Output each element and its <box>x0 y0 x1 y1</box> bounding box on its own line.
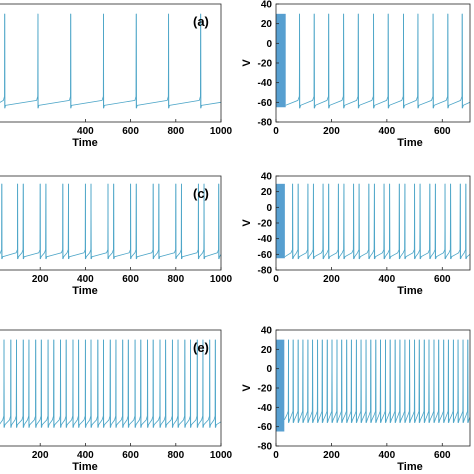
y-axis-label: V <box>241 384 253 392</box>
x-axis-label: Time <box>72 461 97 473</box>
axes-frame <box>275 3 471 123</box>
y-tick-label: -60 <box>258 422 273 433</box>
x-tick-label: 800 <box>167 126 184 137</box>
plot-area <box>276 339 470 432</box>
x-tick-label: 200 <box>32 274 49 285</box>
plot-area <box>276 13 470 109</box>
y-tick-label: -20 <box>258 219 273 230</box>
x-tick-label: 600 <box>122 450 139 461</box>
x-axis-label: Time <box>397 461 422 473</box>
y-tick-label: -60 <box>258 250 273 261</box>
voltage-trace <box>285 13 470 109</box>
panel-5: 02004006008001000Time(e) <box>0 329 233 473</box>
x-tick-label: 400 <box>77 450 94 461</box>
x-axis-label: Time <box>397 137 422 149</box>
y-tick-label: 0 <box>266 39 272 50</box>
x-tick-label: 200 <box>323 450 340 461</box>
voltage-trace <box>0 183 221 260</box>
x-axis-label: Time <box>72 137 97 149</box>
voltage-trace <box>283 339 470 423</box>
y-tick-label: 0 <box>266 364 272 375</box>
y-tick-label: -60 <box>258 98 273 109</box>
axes-frame <box>0 329 222 447</box>
y-axis-label: V <box>241 59 253 67</box>
x-tick-label: 400 <box>379 450 396 461</box>
panel-3: 02004006008001000Time(c) <box>0 175 233 297</box>
x-tick-label: 400 <box>379 274 396 285</box>
y-tick-label: -40 <box>258 234 273 245</box>
y-tick-label: 40 <box>261 0 273 11</box>
initial-burst <box>276 13 286 108</box>
axes-frame <box>0 175 222 271</box>
plot-area <box>0 183 221 260</box>
x-tick-label: 0 <box>273 450 279 461</box>
y-tick-label: 20 <box>261 19 273 30</box>
x-tick-label: 600 <box>434 450 451 461</box>
y-tick-label: 20 <box>261 345 273 356</box>
panel-label: (a) <box>193 14 209 29</box>
x-tick-label: 200 <box>323 274 340 285</box>
panel-label: (e) <box>193 340 209 355</box>
voltage-trace <box>0 13 221 109</box>
y-tick-label: 40 <box>261 172 273 183</box>
y-axis-label: V <box>241 219 253 227</box>
x-tick-label: 600 <box>434 274 451 285</box>
panel-label: (c) <box>193 186 209 201</box>
x-tick-label: 200 <box>32 450 49 461</box>
x-tick-label: 600 <box>122 274 139 285</box>
y-tick-label: -80 <box>258 266 273 277</box>
x-axis-label: Time <box>397 285 422 297</box>
axes-frame <box>275 175 471 271</box>
x-tick-label: 600 <box>122 126 139 137</box>
y-tick-label: -80 <box>258 442 273 453</box>
x-tick-label: 1000 <box>210 450 233 461</box>
plot-area <box>0 13 221 109</box>
y-tick-label: -40 <box>258 403 273 414</box>
axes-frame <box>0 3 222 123</box>
x-tick-label: 200 <box>323 126 340 137</box>
y-tick-label: 20 <box>261 187 273 198</box>
x-tick-label: 800 <box>167 450 184 461</box>
voltage-trace <box>284 183 470 260</box>
x-tick-label: 0 <box>273 126 279 137</box>
x-tick-label: 400 <box>77 274 94 285</box>
y-tick-label: -20 <box>258 59 273 70</box>
x-tick-label: 0 <box>273 274 279 285</box>
y-tick-label: -40 <box>258 78 273 89</box>
x-tick-label: 800 <box>167 274 184 285</box>
y-tick-label: 40 <box>261 326 273 337</box>
initial-burst <box>276 183 285 259</box>
y-tick-label: 0 <box>266 203 272 214</box>
x-tick-label: 400 <box>379 126 396 137</box>
x-tick-label: 400 <box>77 126 94 137</box>
voltage-trace <box>0 339 221 428</box>
initial-burst <box>276 339 285 432</box>
y-tick-label: -20 <box>258 384 273 395</box>
y-tick-label: -80 <box>258 118 273 129</box>
x-tick-label: 1000 <box>210 126 233 137</box>
axes-frame <box>275 329 471 447</box>
x-axis-label: Time <box>72 285 97 297</box>
plot-area <box>0 339 221 428</box>
x-tick-label: 600 <box>434 126 451 137</box>
plot-area <box>276 183 470 260</box>
x-tick-label: 1000 <box>210 274 233 285</box>
